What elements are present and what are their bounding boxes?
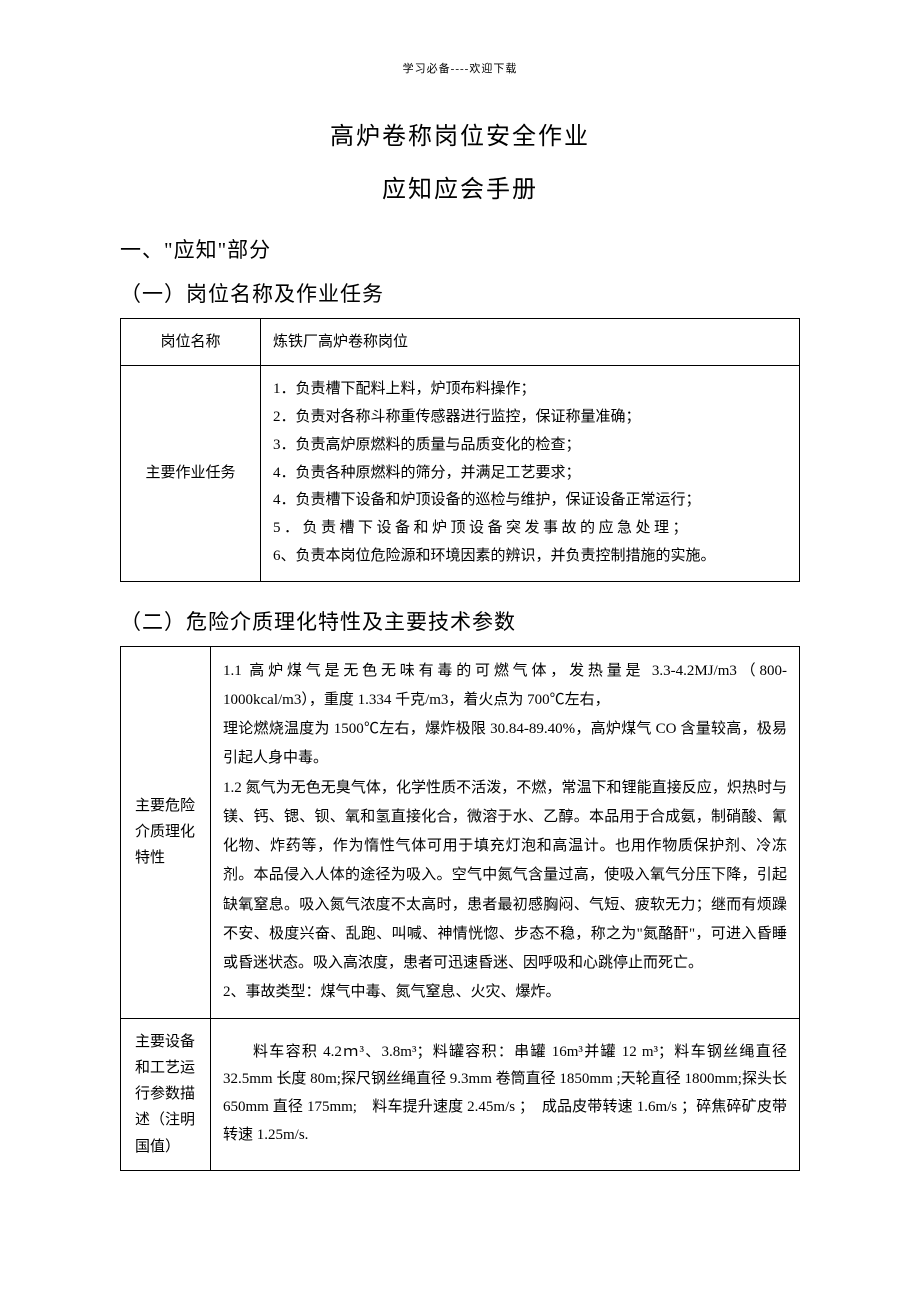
task-item: 3．负责高炉原燃料的质量与品质变化的检查；	[273, 432, 787, 460]
table-row: 岗位名称 炼铁厂高炉卷称岗位	[121, 319, 800, 366]
subsection-heading-1-1: （一）岗位名称及作业任务	[120, 278, 800, 308]
section-heading-1: 一、"应知"部分	[120, 234, 800, 264]
task-item: 6、负责本岗位危险源和环境因素的辨识，并负责控制措施的实施。	[273, 543, 787, 571]
subsection-heading-1-2: （二）危险介质理化特性及主要技术参数	[120, 606, 800, 636]
document-title: 高炉卷称岗位安全作业	[120, 116, 800, 151]
cell-hazard-value: 1.1 高炉煤气是无色无味有毒的可燃气体，发热量是 3.3-4.2MJ/m3（8…	[211, 646, 800, 1018]
task-item: 4．负责各种原燃料的筛分，并满足工艺要求；	[273, 460, 787, 488]
task-item: 2．负责对各称斗称重传感器进行监控，保证称量准确；	[273, 404, 787, 432]
task-item: 5．负责槽下设备和炉顶设备突发事故的应急处理；	[273, 515, 787, 543]
equipment-params: 料车容积 4.2ｍ³、3.8m³；料罐容积：串罐 16m³并罐 12 m³；料车…	[223, 1039, 787, 1150]
task-item: 1．负责槽下配料上料，炉顶布料操作；	[273, 376, 787, 404]
task-item: 4．负责槽下设备和炉顶设备的巡检与维护，保证设备正常运行；	[273, 487, 787, 515]
hazard-para: 1.1 高炉煤气是无色无味有毒的可燃气体，发热量是 3.3-4.2MJ/m3（8…	[223, 657, 787, 716]
hazard-para: 理论燃烧温度为 1500℃左右，爆炸极限 30.84-89.40%，高炉煤气 C…	[223, 715, 787, 774]
cell-position-label: 岗位名称	[121, 319, 261, 366]
table-row: 主要危险介质理化特性 1.1 高炉煤气是无色无味有毒的可燃气体，发热量是 3.3…	[121, 646, 800, 1018]
hazard-para: 1.2 氮气为无色无臭气体，化学性质不活泼，不燃，常温下和锂能直接反应，炽热时与…	[223, 774, 787, 979]
cell-params-value: 料车容积 4.2ｍ³、3.8m³；料罐容积：串罐 16m³并罐 12 m³；料车…	[211, 1018, 800, 1170]
table-hazard-params: 主要危险介质理化特性 1.1 高炉煤气是无色无味有毒的可燃气体，发热量是 3.3…	[120, 646, 800, 1171]
table-row: 主要设备和工艺运行参数描述（注明国值） 料车容积 4.2ｍ³、3.8m³；料罐容…	[121, 1018, 800, 1170]
cell-params-label: 主要设备和工艺运行参数描述（注明国值）	[121, 1018, 211, 1170]
hazard-para: 2、事故类型：煤气中毒、氮气窒息、火灾、爆炸。	[223, 978, 787, 1007]
hazard-characteristics: 1.1 高炉煤气是无色无味有毒的可燃气体，发热量是 3.3-4.2MJ/m3（8…	[223, 657, 787, 1008]
cell-tasks-label: 主要作业任务	[121, 366, 261, 581]
task-list: 1．负责槽下配料上料，炉顶布料操作； 2．负责对各称斗称重传感器进行监控，保证称…	[273, 376, 787, 570]
cell-hazard-label: 主要危险介质理化特性	[121, 646, 211, 1018]
page-header-small: 学习必备----欢迎下载	[120, 60, 800, 76]
table-row: 主要作业任务 1．负责槽下配料上料，炉顶布料操作； 2．负责对各称斗称重传感器进…	[121, 366, 800, 581]
table-position-tasks: 岗位名称 炼铁厂高炉卷称岗位 主要作业任务 1．负责槽下配料上料，炉顶布料操作；…	[120, 318, 800, 582]
document-subtitle: 应知应会手册	[120, 169, 800, 204]
cell-tasks-value: 1．负责槽下配料上料，炉顶布料操作； 2．负责对各称斗称重传感器进行监控，保证称…	[261, 366, 800, 581]
cell-position-value: 炼铁厂高炉卷称岗位	[261, 319, 800, 366]
